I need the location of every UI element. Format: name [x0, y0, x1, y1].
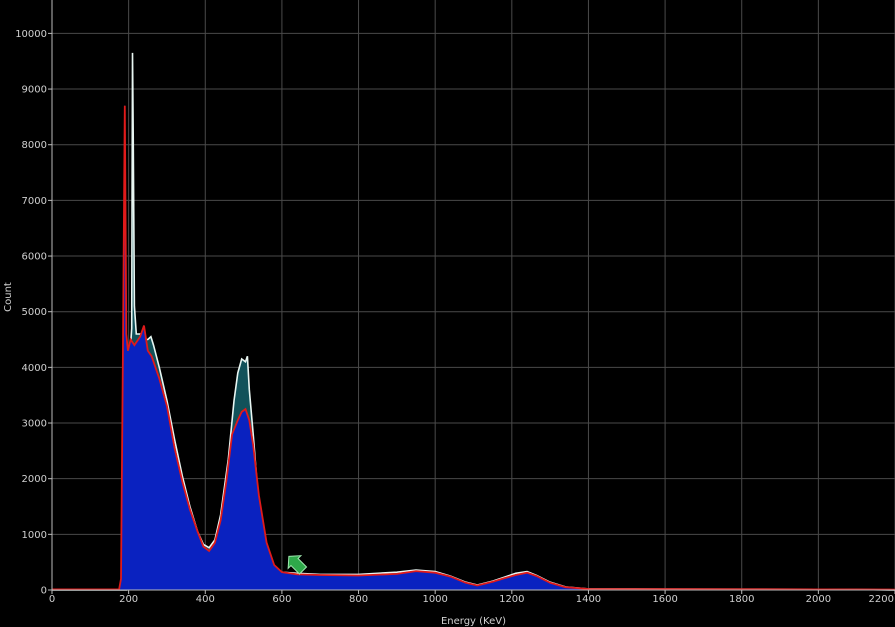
marker-layer — [282, 550, 309, 577]
y-tick-label: 10000 — [15, 29, 47, 40]
y-tick-label: 8000 — [22, 140, 47, 151]
x-tick-label: 400 — [196, 594, 215, 605]
series-blue-area — [52, 105, 895, 591]
y-tick-label: 7000 — [22, 196, 47, 207]
series-layer — [52, 52, 895, 591]
x-tick-label: 0 — [49, 594, 55, 605]
y-tick-label: 3000 — [22, 419, 47, 430]
x-tick-label: 1400 — [576, 594, 601, 605]
cursor-arrow-icon[interactable] — [282, 550, 309, 577]
y-tick-label: 9000 — [22, 85, 47, 96]
x-tick-label: 800 — [349, 594, 368, 605]
y-axis-title: Count — [3, 282, 14, 312]
y-tick-label: 4000 — [22, 363, 47, 374]
y-tick-label: 2000 — [22, 474, 47, 485]
x-tick-label: 1000 — [422, 594, 447, 605]
series-red-line — [52, 105, 895, 591]
y-tick-label: 1000 — [22, 530, 47, 541]
y-tick-label: 0 — [41, 586, 47, 597]
x-tick-label: 2000 — [806, 594, 831, 605]
axis-layer — [51, 0, 895, 591]
x-tick-label: 2200 — [869, 594, 894, 605]
y-tick-label: 5000 — [22, 307, 47, 318]
series-white-outline — [52, 52, 895, 591]
x-tick-label: 1200 — [499, 594, 524, 605]
x-tick-label: 1600 — [652, 594, 677, 605]
x-tick-label: 200 — [119, 594, 138, 605]
x-tick-label: 600 — [272, 594, 291, 605]
x-axis-title: Energy (KeV) — [441, 616, 506, 627]
y-tick-label: 6000 — [22, 252, 47, 263]
x-tick-label: 1800 — [729, 594, 754, 605]
tick-label-layer: 0 200 400 600 800 1000 1200 1400 1600 1800 2000 220… — [15, 29, 895, 605]
